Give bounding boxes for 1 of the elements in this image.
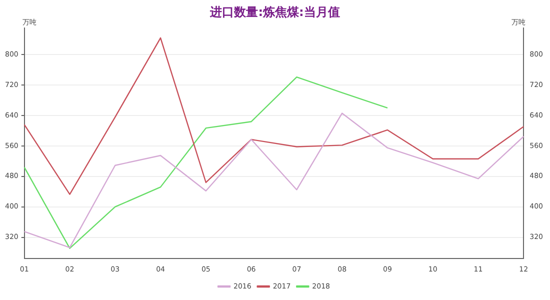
chart-title: 进口数量:炼焦煤:当月值 xyxy=(210,5,340,19)
